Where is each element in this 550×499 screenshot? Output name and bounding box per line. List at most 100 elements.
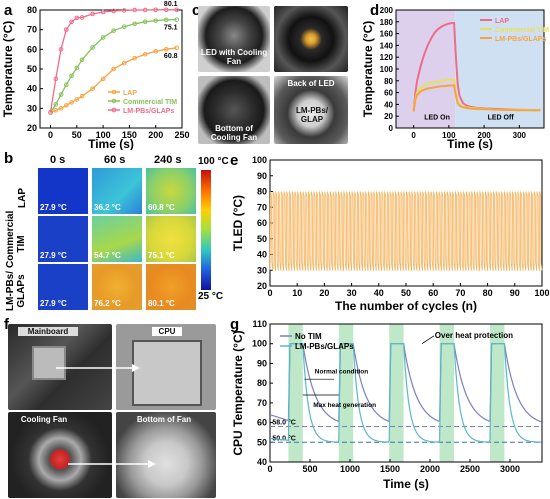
photo-label-led-fan: LED with Cooling Fan <box>200 48 268 66</box>
x-tick-label: 100 <box>96 130 111 140</box>
x-tick-label: 70 <box>455 288 465 298</box>
x-tick-label: 90 <box>510 288 520 298</box>
y-tick-label: 60 <box>384 89 393 98</box>
x-tick-label: 80 <box>483 288 493 298</box>
photo-label-back-led: Back of LED <box>287 79 335 88</box>
series-point-1 <box>163 17 169 23</box>
x-tick-label: 200 <box>477 131 491 140</box>
colorbar-min: 25 °C <box>198 291 224 302</box>
colorbar <box>201 170 211 290</box>
series-point-2 <box>58 47 64 52</box>
series-point-2 <box>121 8 127 13</box>
photo-bottom-fan: Bottom of Cooling Fan <box>198 76 270 144</box>
thermal-tim-60s: 54.7 °C <box>92 216 142 262</box>
x-tick-label: 100 <box>442 131 456 140</box>
y-tick-label: 30 <box>27 103 37 113</box>
y-tick-label: 40 <box>257 457 267 467</box>
legend-label-0: LAP <box>123 90 137 97</box>
series-point-1 <box>58 92 64 97</box>
series-point-0 <box>132 55 137 61</box>
row-label-tim: Commercial TIM <box>5 210 27 268</box>
thermal-tim-0s: 27.9 °C <box>38 216 88 262</box>
series-point-2 <box>132 7 137 13</box>
x-tick-label: 2500 <box>460 464 480 474</box>
photo-label-lm: LM-PBs/ GLAP <box>296 106 328 124</box>
chart-a: 0 50 100 150 200 250 20 30 40 50 60 70 80 Time (s) Tem… <box>1 1 190 150</box>
y-tick-label: 20 <box>384 112 393 121</box>
y-tick-label: 70 <box>257 202 267 212</box>
y-tick-label: 120 <box>380 53 394 62</box>
time-label-2: 240 s <box>154 154 182 166</box>
x-tick-label: 0 <box>267 288 272 298</box>
load-region-3 <box>439 324 454 462</box>
colorbar-max: 100 °C <box>198 156 229 167</box>
plot-frame <box>269 323 543 463</box>
x-tick-label: 0 <box>48 130 53 140</box>
x-tick-label: 250 <box>174 130 189 140</box>
legend-label-0: No TIM <box>295 332 322 341</box>
y-tick-label: 50 <box>257 437 267 447</box>
x-axis-label: Time (s) <box>88 137 134 150</box>
series-line-0 <box>269 343 542 423</box>
load-region-0 <box>288 324 303 462</box>
y-axis-label: Temperature (°C) <box>362 21 375 118</box>
x-tick-label: 50 <box>401 288 411 298</box>
series-point-1 <box>121 24 127 30</box>
x-axis-label: The number of cycles (n) <box>335 299 477 313</box>
y-tick-label: 60 <box>257 218 267 228</box>
load-region-4 <box>490 324 505 462</box>
chart-g: 0 500 1000 1500 2000 2500 3000 40 50 60 70 80 90 100 1… <box>231 319 543 491</box>
y-tick-label: 40 <box>257 250 267 260</box>
series-point-2 <box>53 76 59 82</box>
y-tick-label: 80 <box>384 77 393 86</box>
legend-label-0: LAP <box>495 18 509 25</box>
y-tick-label: 160 <box>380 30 394 39</box>
series-point-2 <box>153 7 159 13</box>
y-axis-label: CPU Temperature (°C) <box>231 330 245 455</box>
y-tick-label: 40 <box>384 100 393 109</box>
legend-label-2: LM-PBs/GLAPs <box>495 36 546 43</box>
panel-letter-a: a <box>4 2 13 19</box>
series-point-0 <box>74 97 80 102</box>
thermal-tim-240s: 75.1 °C <box>146 216 196 262</box>
photo-mainboard: Mainboard <box>8 324 112 410</box>
y-tick-label: 30 <box>257 265 267 275</box>
y-tick-label: 90 <box>257 358 267 368</box>
x-tick-label: 1000 <box>340 464 360 474</box>
x-tick-label: 30 <box>347 288 357 298</box>
y-tick-label: 50 <box>27 64 37 74</box>
x-tick-label: 3000 <box>500 464 520 474</box>
annotation-overheat-arrow <box>421 335 435 345</box>
series-point-0 <box>90 86 95 91</box>
legend-marker-1 <box>111 98 117 104</box>
panel-b: 0 s 60 s 240 s LAP Commercial TIM LM-PBs… <box>0 150 230 311</box>
panel-c-photos: LED with Cooling Fan Bottom of Cooling F… <box>198 6 348 144</box>
series-point-0 <box>142 51 148 57</box>
photo-cooling-fan: Cooling Fan <box>8 412 112 498</box>
series-point-2 <box>79 15 85 20</box>
load-region-1 <box>338 324 354 462</box>
time-label-1: 60 s <box>104 154 126 166</box>
series-line-2 <box>49 9 177 113</box>
region-led-on <box>396 10 456 128</box>
series-point-2 <box>163 7 169 13</box>
legend-label-1: Commercial TIM <box>123 99 177 106</box>
photo-label-bottom-fan: Bottom of Cooling Fan <box>210 124 258 142</box>
panel-letter-c: c <box>192 2 201 19</box>
photo-arrows <box>56 364 156 468</box>
panel-f-photos: Mainboard CPU Cooling Fan Bottom of Fan <box>8 324 216 498</box>
series-point-1 <box>132 21 137 27</box>
series-point-0 <box>174 45 180 51</box>
series-point-0 <box>63 103 69 108</box>
x-tick-label: 200 <box>148 130 163 140</box>
series-point-2 <box>69 19 74 25</box>
legend-label-2: LM-PBs/GLAPs <box>123 108 174 115</box>
x-tick-label: 0 <box>267 464 272 474</box>
series-point-1 <box>111 28 116 33</box>
x-tick-label: 50 <box>72 130 82 140</box>
y-tick-label: 100 <box>252 155 267 165</box>
annotation-normal: Normal condition <box>315 368 368 375</box>
photo-led-with-fan: LED with Cooling Fan <box>198 6 270 72</box>
baseline-label-50: 50.0 °C <box>272 434 295 442</box>
end-label-2: 80.1 <box>164 1 178 8</box>
